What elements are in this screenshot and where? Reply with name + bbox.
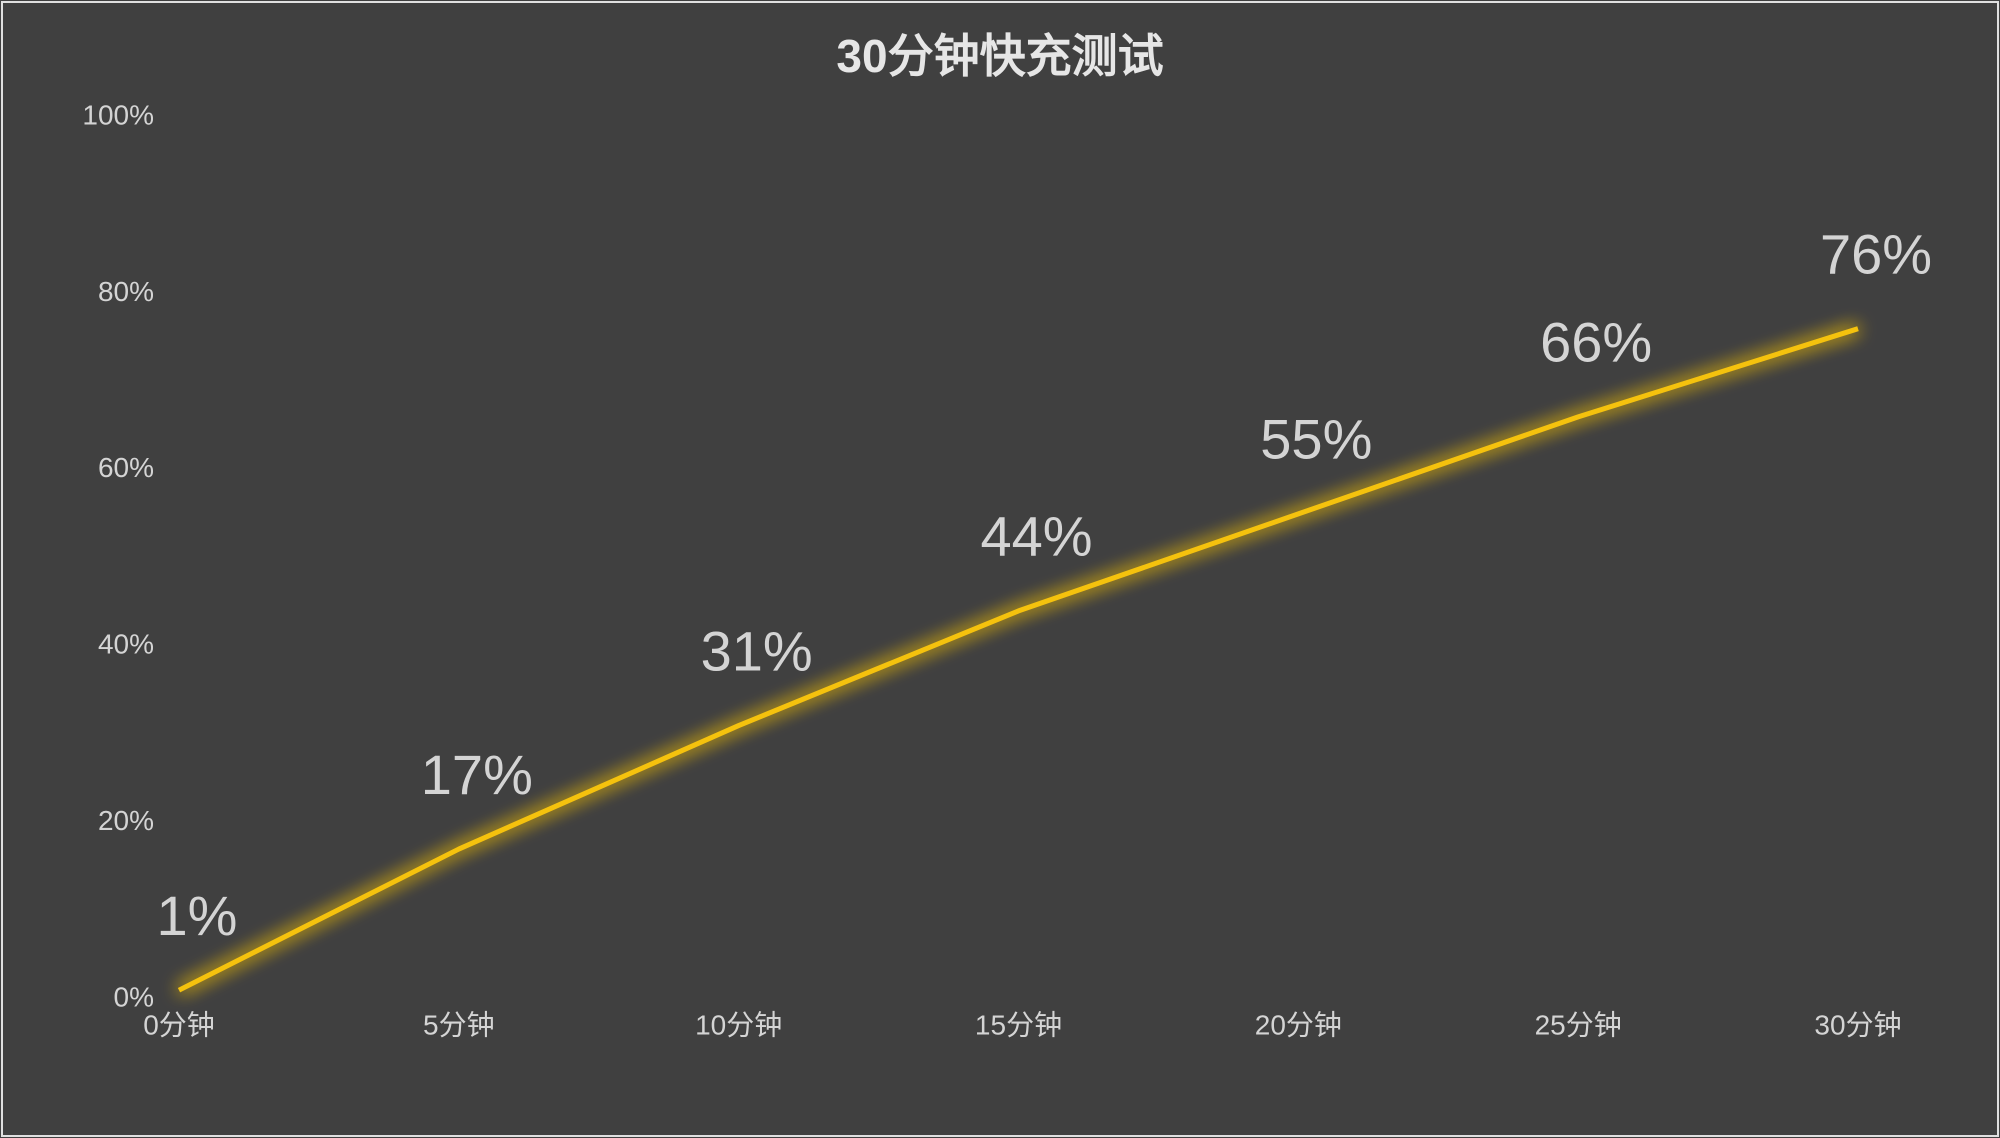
x-tick-label: 15分钟 [975,1009,1062,1040]
x-tick-label: 10分钟 [695,1009,782,1040]
x-tick-label: 30分钟 [1814,1009,1901,1040]
x-tick-label: 5分钟 [423,1009,495,1040]
y-tick-label: 40% [98,629,154,660]
y-tick-label: 100% [82,99,154,130]
x-tick-label: 0分钟 [143,1009,215,1040]
x-tick-label: 25分钟 [1535,1009,1622,1040]
data-label: 17% [421,743,533,806]
y-tick-label: 20% [98,805,154,836]
series-line [177,326,1859,993]
data-label: 66% [1540,311,1652,374]
x-tick-label: 20分钟 [1255,1009,1342,1040]
y-tick-label: 80% [98,276,154,307]
data-label: 31% [701,619,813,682]
data-label: 76% [1820,222,1932,285]
data-label: 55% [1260,408,1372,471]
y-tick-label: 60% [98,452,154,483]
data-label: 44% [980,505,1092,568]
chart-title: 30分钟快充测试 [836,30,1163,82]
y-tick-label: 0% [114,981,154,1012]
data-label: 1% [157,884,238,947]
